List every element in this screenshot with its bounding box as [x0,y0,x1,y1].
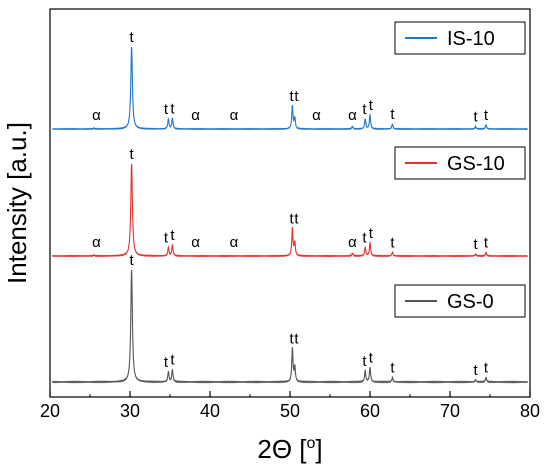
peak-label-t: t [362,230,367,247]
peak-label-t: t [484,107,489,124]
peak-label-t: t [369,349,374,366]
peak-label-alpha: α [348,107,357,124]
peak-label-t: t [164,230,169,247]
peak-label-t: t [369,97,374,114]
legend-label: GS-0 [447,291,494,313]
peak-label-alpha: α [230,234,239,251]
peak-label-t: t [362,101,367,118]
peak-label-t: t [130,252,135,269]
y-axis-label: Intensity [a.u.] [2,122,32,284]
peak-label-alpha: α [348,234,357,251]
peak-label-t: t [164,101,169,118]
peak-label-alpha: α [230,107,239,124]
peak-label-t: t [474,109,479,126]
x-tick-label: 60 [360,401,380,421]
legend-label: GS-10 [447,153,505,175]
peak-label-t: t [170,227,175,244]
peak-label-t: t [390,360,395,377]
x-tick-label: 70 [440,401,460,421]
peak-label-t: t [164,354,169,371]
peak-label-t: t [474,236,479,253]
series-line-gs-0 [51,269,528,384]
legends-group: IS-10 GS-10 GS-0 [394,21,526,318]
x-tick-label: 50 [280,401,300,421]
peak-label-t: t [294,88,299,105]
x-tick-label: 30 [120,401,140,421]
peak-label-t: t [390,234,395,251]
peak-label-t: t [369,225,374,242]
peak-label-t: t [130,29,135,46]
x-tick-label: 20 [40,401,60,421]
series-line-is-10 [52,46,528,131]
peak-label-alpha: α [312,107,321,124]
series-line-gs-10 [52,163,528,258]
series-group [51,46,528,384]
peak-label-alpha: α [191,107,200,124]
peak-label-alpha: α [92,107,101,124]
axis-ticks: 20 30 40 50 60 70 80 [40,391,540,421]
peak-label-alpha: α [92,234,101,251]
legend-label: IS-10 [447,28,495,50]
peak-label-t: t [294,330,299,347]
peak-label-t: t [290,88,295,105]
x-axis-label: 2Θ [o] [257,434,322,464]
peak-label-t: t [474,362,479,379]
peak-label-t: t [170,100,175,117]
x-tick-label: 40 [200,401,220,421]
peak-label-t: t [170,352,175,369]
peak-label-t: t [290,210,295,227]
peak-label-t: t [362,353,367,370]
peak-label-alpha: α [191,234,200,251]
peak-label-t: t [294,210,299,227]
peak-label-t: t [130,146,135,163]
peak-label-t: t [484,234,489,251]
peak-label-t: t [290,330,295,347]
x-tick-label: 80 [520,401,540,421]
peak-label-t: t [390,106,395,123]
peak-label-t: t [484,360,489,377]
